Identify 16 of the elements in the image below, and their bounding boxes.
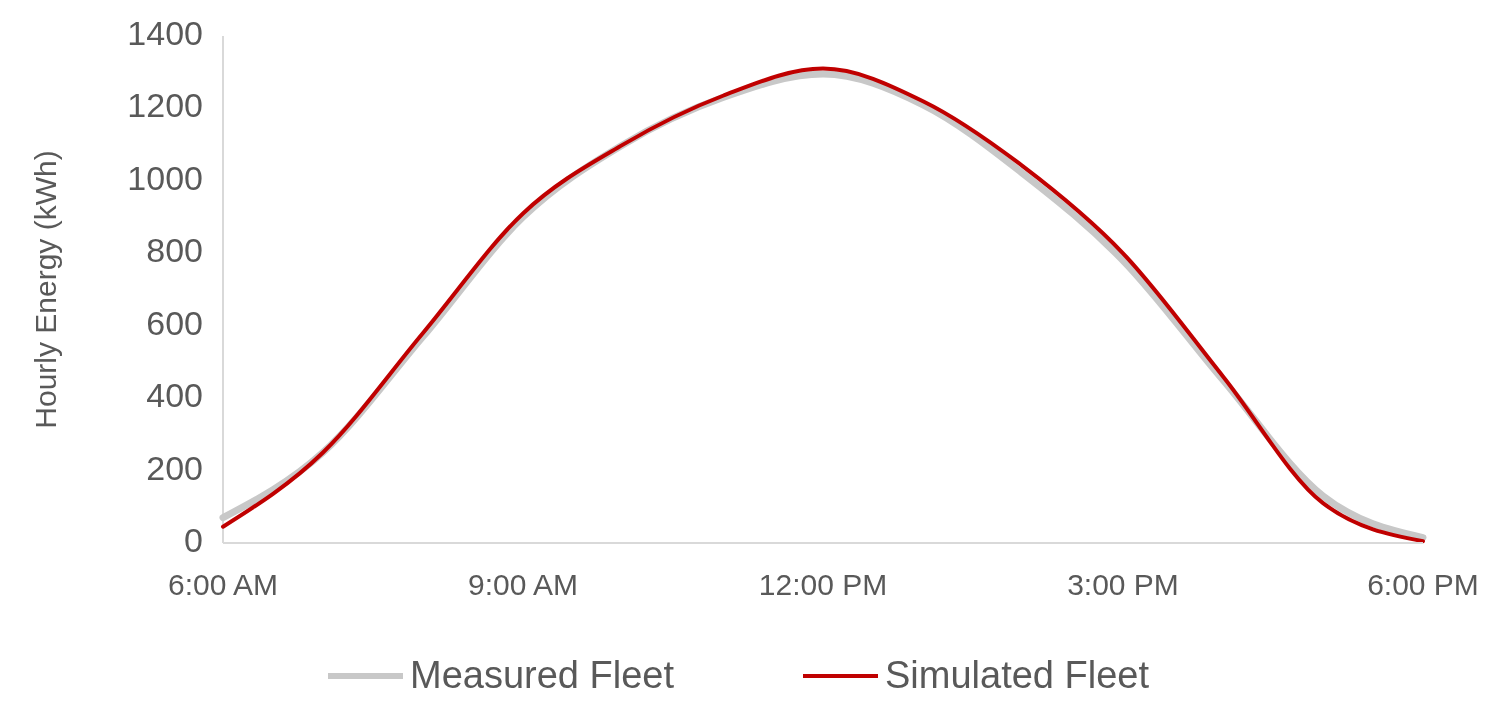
y-tick-label: 800 <box>146 231 203 270</box>
y-tick-label: 200 <box>146 448 203 487</box>
x-tick-label: 9:00 AM <box>467 568 579 601</box>
legend-label: Simulated Fleet <box>885 654 1150 696</box>
y-tick-label: 1000 <box>127 158 203 197</box>
y-tick-label: 1400 <box>127 13 203 52</box>
x-tick-label: 6:00 AM <box>167 568 279 601</box>
y-tick-label: 1200 <box>127 86 203 125</box>
y-tick-label: 600 <box>146 303 203 342</box>
x-tick-label: 6:00 PM <box>1367 568 1479 601</box>
y-tick-label: 0 <box>184 520 203 559</box>
legend-label: Measured Fleet <box>410 654 675 696</box>
y-axis-title: Hourly Energy (kWh) <box>29 150 62 429</box>
y-tick-label: 400 <box>146 376 203 415</box>
x-tick-label: 12:00 PM <box>758 568 888 601</box>
x-tick-label: 3:00 PM <box>1067 568 1179 601</box>
